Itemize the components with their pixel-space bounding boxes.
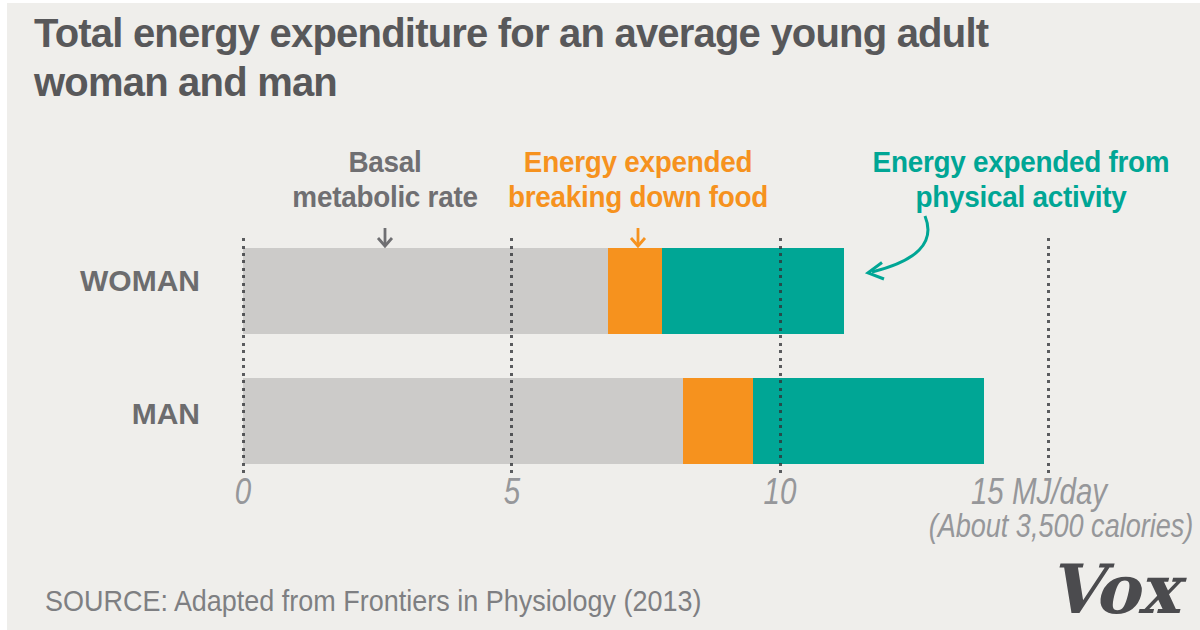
vox-chart-page: Total energy expenditure for an average … [0,0,1200,630]
bar-segment-man-1 [683,378,753,464]
category-label-man: MAN [0,397,200,431]
legend-activity-line1: Energy expended from [854,144,1189,179]
gridline-15 [1047,238,1050,478]
source-attribution: SOURCE: Adapted from Frontiers in Physio… [45,585,702,618]
bar-segment-woman-1 [608,248,662,334]
axis-tick-label-0: 0 [235,471,251,513]
vox-logo: Vox [1049,549,1178,629]
legend-tef-line2: breaking down food [480,179,796,214]
chart-title-line2: woman and man [34,58,988,107]
chart-title: Total energy expenditure for an average … [34,9,988,107]
bar-woman [243,248,844,334]
gridline-0 [242,238,245,478]
axis-tick-label-5: 5 [503,471,519,513]
bar-segment-woman-2 [662,248,845,334]
gridline-5 [510,238,513,478]
axis-note: (About 3,500 calories) [928,507,1193,545]
legend-food-breakdown: Energy expended breaking down food [480,144,796,214]
category-label-woman: WOMAN [0,264,200,298]
legend-physical-activity: Energy expended from physical activity [854,144,1189,214]
bar-segment-man-2 [753,378,984,464]
chart-title-line1: Total energy expenditure for an average … [34,9,988,58]
legend-tef-line1: Energy expended [480,144,796,179]
gridline-10 [779,238,782,478]
bar-segment-man-0 [243,378,683,464]
bar-segment-woman-0 [243,248,608,334]
bar-man [243,378,984,464]
legend-activity-line2: physical activity [854,179,1189,214]
axis-tick-label-10: 10 [764,471,797,513]
